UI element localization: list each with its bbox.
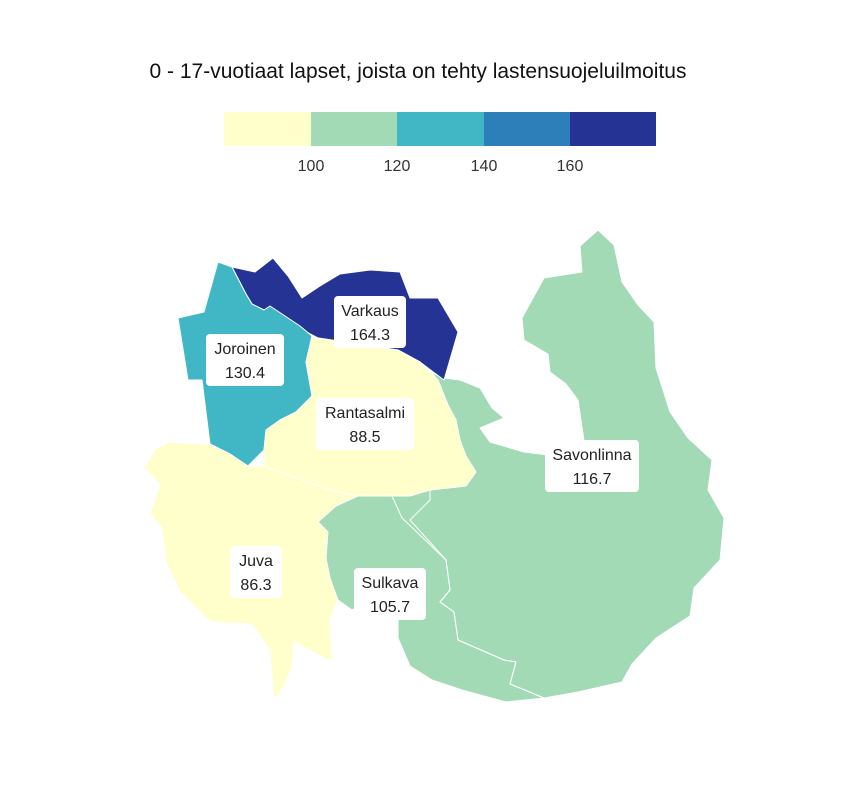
label-value: 164.3 <box>350 327 390 344</box>
color-legend: 100 120 140 160 <box>224 112 656 175</box>
label-juva: Juva 86.3 <box>230 546 282 598</box>
label-box <box>230 546 282 598</box>
label-name: Joroinen <box>214 341 275 358</box>
region-labels: Varkaus 164.3 Joroinen 130.4 Rantasalmi … <box>206 296 639 620</box>
legend-tick-100: 100 <box>298 158 325 175</box>
legend-swatch-3 <box>397 112 484 146</box>
boundary-sulkava-savonlinna <box>391 495 545 699</box>
label-joroinen: Joroinen 130.4 <box>206 334 284 386</box>
legend-tick-120: 120 <box>384 158 411 175</box>
label-sulkava: Sulkava 105.7 <box>354 568 426 620</box>
label-box <box>316 398 414 450</box>
label-value: 130.4 <box>225 365 265 382</box>
label-varkaus: Varkaus 164.3 <box>334 296 406 348</box>
label-box <box>354 568 426 620</box>
label-name: Juva <box>239 553 273 570</box>
legend-swatch-2 <box>311 112 397 146</box>
label-box <box>545 440 639 492</box>
label-value: 88.5 <box>349 429 380 446</box>
label-name: Savonlinna <box>552 447 631 464</box>
label-savonlinna: Savonlinna 116.7 <box>545 440 639 492</box>
label-value: 116.7 <box>573 471 612 488</box>
legend-swatch-1 <box>224 112 311 146</box>
label-name: Varkaus <box>341 303 399 320</box>
map-title: 0 - 17-vuotiaat lapset, joista on tehty … <box>150 60 687 83</box>
label-box <box>334 296 406 348</box>
label-box <box>206 334 284 386</box>
region-sulkava[interactable] <box>317 489 545 703</box>
legend-swatch-4 <box>484 112 570 146</box>
label-value: 86.3 <box>240 577 271 594</box>
legend-tick-160: 160 <box>557 158 584 175</box>
label-value: 105.7 <box>370 599 410 616</box>
label-name: Rantasalmi <box>325 405 405 422</box>
legend-tick-140: 140 <box>471 158 498 175</box>
legend-swatch-5 <box>570 112 656 146</box>
label-rantasalmi: Rantasalmi 88.5 <box>316 398 414 450</box>
label-name: Sulkava <box>362 575 419 592</box>
